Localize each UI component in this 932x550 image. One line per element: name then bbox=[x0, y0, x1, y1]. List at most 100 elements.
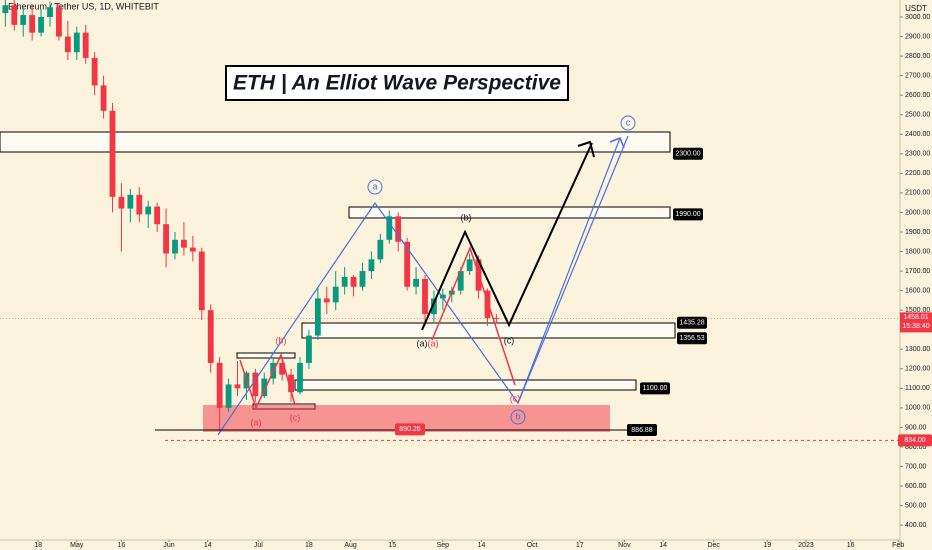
candle-body bbox=[118, 196, 125, 209]
candle-body bbox=[82, 32, 89, 59]
x-tick-label: 16 bbox=[118, 542, 126, 549]
candle-body bbox=[306, 335, 312, 363]
x-tick-label: Jun bbox=[163, 542, 174, 549]
level-label: 1990.00 bbox=[675, 211, 700, 218]
candle-body bbox=[2, 5, 9, 14]
candle-body bbox=[439, 294, 446, 299]
level-badge bbox=[898, 434, 932, 447]
wave-lines bbox=[217, 135, 629, 436]
wave-label: (a) bbox=[417, 338, 428, 348]
candle-body bbox=[56, 7, 62, 37]
candle-body bbox=[172, 239, 178, 254]
zone bbox=[301, 322, 676, 339]
level-badge bbox=[677, 316, 707, 329]
level-label: 886.88 bbox=[631, 427, 653, 434]
y-tick-label: 2900.00 bbox=[905, 33, 930, 40]
wave-line bbox=[239, 352, 296, 411]
level-label: 1435.28 bbox=[679, 320, 704, 327]
y-tick-label: 700.00 bbox=[905, 463, 927, 470]
candle-body bbox=[47, 7, 53, 18]
x-tick-label: Nov bbox=[618, 542, 631, 549]
level-badge bbox=[640, 382, 670, 395]
candle-body bbox=[234, 384, 241, 389]
y-tick-label: 1200.00 bbox=[905, 366, 930, 373]
y-tick-label: 600.00 bbox=[905, 483, 927, 490]
arrow-head bbox=[609, 137, 625, 149]
wave-label: (a) bbox=[428, 338, 439, 348]
candle-body bbox=[350, 276, 357, 287]
currency: USDT bbox=[905, 4, 927, 13]
zone bbox=[294, 379, 637, 391]
candle-body bbox=[127, 194, 134, 209]
level-badge bbox=[673, 208, 703, 221]
wave-label: b bbox=[515, 411, 520, 421]
last-price-badge bbox=[900, 312, 932, 333]
candle-body bbox=[252, 372, 259, 397]
wave-label: (b) bbox=[276, 335, 287, 345]
y-tick-label: 2100.00 bbox=[905, 190, 930, 197]
candle-body bbox=[457, 271, 464, 291]
candle-body bbox=[198, 251, 205, 311]
countdown: 15:38:40 bbox=[902, 323, 929, 330]
x-tick-label: Sep bbox=[437, 542, 450, 549]
zone bbox=[348, 206, 671, 219]
level-label: 890.26 bbox=[399, 426, 421, 433]
candle-body bbox=[20, 15, 27, 25]
level-label: 834.00 bbox=[904, 437, 926, 444]
y-tick-label: 3000.00 bbox=[905, 14, 930, 21]
arrow-head bbox=[577, 140, 595, 158]
candle-body bbox=[297, 362, 303, 393]
label-circle bbox=[620, 115, 636, 131]
candle-body bbox=[404, 241, 411, 287]
candle-body bbox=[341, 276, 348, 287]
candle-body bbox=[368, 259, 375, 272]
candle-body bbox=[225, 384, 232, 408]
candle-body bbox=[279, 362, 286, 375]
y-tick-label: 2400.00 bbox=[905, 131, 930, 138]
label-circle bbox=[510, 409, 526, 425]
level-badge bbox=[395, 423, 425, 436]
y-tick-label: 2800.00 bbox=[905, 53, 930, 60]
y-tick-label: 1600.00 bbox=[905, 287, 930, 294]
wave-line bbox=[431, 245, 516, 386]
level-badge bbox=[677, 332, 707, 345]
x-tick-label: 16 bbox=[847, 542, 855, 549]
candle-body bbox=[145, 206, 152, 215]
candle-body bbox=[466, 259, 473, 272]
x-tick-label: 18 bbox=[34, 542, 42, 549]
zone bbox=[236, 352, 296, 359]
y-tick-label: 500.00 bbox=[905, 502, 927, 509]
candle-body bbox=[109, 110, 116, 197]
candle-body bbox=[314, 298, 321, 336]
x-tick-label: 2023 bbox=[798, 542, 814, 549]
y-tick-label: 1500.00 bbox=[905, 307, 930, 314]
y-tick-label: 1000.00 bbox=[905, 405, 930, 412]
wave-line bbox=[517, 135, 629, 404]
x-tick-label: 17 bbox=[576, 542, 584, 549]
title-box bbox=[225, 65, 569, 101]
y-tick-label: 400.00 bbox=[905, 522, 927, 529]
candle-body bbox=[431, 298, 437, 315]
level-label: 1356.53 bbox=[679, 335, 704, 342]
y-tick-label: 2600.00 bbox=[905, 92, 930, 99]
zone bbox=[0, 131, 671, 153]
x-tick-label: 15 bbox=[388, 542, 396, 549]
y-tick-label: 1800.00 bbox=[905, 248, 930, 255]
wave-label: c bbox=[626, 117, 631, 127]
candle-body bbox=[189, 247, 196, 252]
candle-body bbox=[413, 278, 419, 287]
y-tick-label: 1300.00 bbox=[905, 346, 930, 353]
candle-body bbox=[91, 58, 98, 86]
x-tick-label: 14 bbox=[204, 542, 212, 549]
x-tick-label: 19 bbox=[763, 542, 771, 549]
candle-body bbox=[422, 278, 428, 315]
symbol: Ethereum / Tether US, 1D, WHITEBIT bbox=[8, 1, 159, 11]
wave-label: (c) bbox=[504, 335, 515, 345]
y-tick-label: 2500.00 bbox=[905, 112, 930, 119]
candle-body bbox=[332, 286, 339, 303]
level-badge bbox=[627, 423, 657, 436]
candles bbox=[2, 0, 500, 432]
candle-body bbox=[484, 290, 491, 318]
x-tick-label: 18 bbox=[305, 542, 313, 549]
